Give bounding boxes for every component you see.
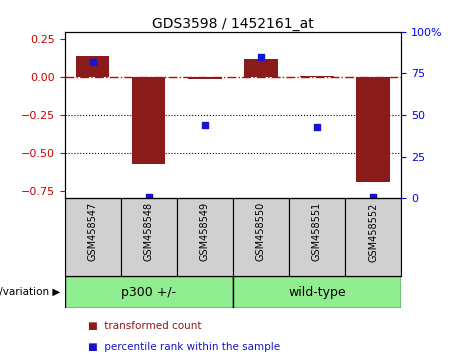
Text: GSM458551: GSM458551	[312, 202, 322, 261]
Title: GDS3598 / 1452161_at: GDS3598 / 1452161_at	[152, 17, 313, 31]
Bar	[300, 76, 334, 77]
Bar	[244, 59, 278, 77]
Text: GSM458550: GSM458550	[256, 202, 266, 261]
Text: p300 +/-: p300 +/-	[121, 286, 176, 298]
FancyBboxPatch shape	[289, 198, 345, 276]
Point	[145, 194, 152, 199]
Bar	[76, 56, 109, 77]
Bar	[132, 77, 165, 164]
Point	[257, 54, 265, 59]
FancyBboxPatch shape	[233, 276, 401, 308]
Text: wild-type: wild-type	[288, 286, 346, 298]
Text: GSM458547: GSM458547	[88, 202, 98, 261]
FancyBboxPatch shape	[121, 198, 177, 276]
Point	[201, 122, 208, 128]
Point	[89, 59, 96, 65]
FancyBboxPatch shape	[345, 198, 401, 276]
Point	[369, 194, 377, 199]
Text: GSM458549: GSM458549	[200, 202, 210, 261]
FancyBboxPatch shape	[177, 198, 233, 276]
Text: GSM458552: GSM458552	[368, 202, 378, 262]
FancyBboxPatch shape	[233, 198, 289, 276]
Point	[313, 124, 321, 130]
FancyBboxPatch shape	[65, 276, 233, 308]
Text: ■  percentile rank within the sample: ■ percentile rank within the sample	[88, 342, 280, 352]
Text: ■  transformed count: ■ transformed count	[88, 321, 201, 331]
Bar	[188, 77, 222, 79]
Text: GSM458548: GSM458548	[144, 202, 154, 261]
FancyBboxPatch shape	[65, 198, 121, 276]
Bar	[356, 77, 390, 182]
Text: genotype/variation ▶: genotype/variation ▶	[0, 287, 60, 297]
